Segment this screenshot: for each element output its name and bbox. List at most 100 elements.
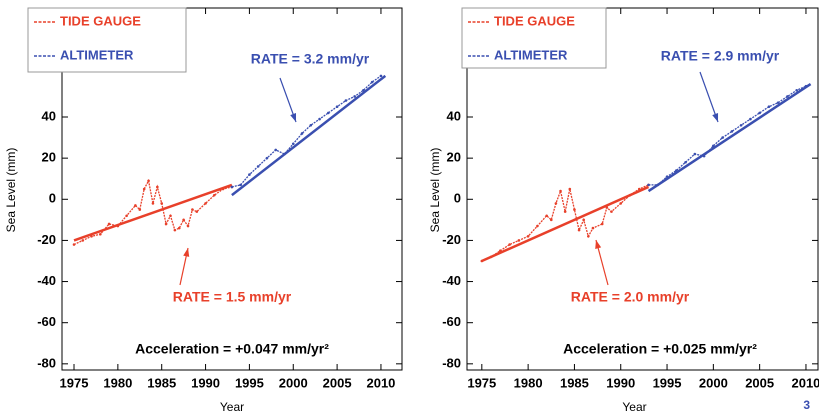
data-point xyxy=(173,228,177,232)
y-axis-label: Sea Level (mm) xyxy=(4,148,18,233)
data-point xyxy=(195,210,199,213)
x-tick-label: 2005 xyxy=(745,375,774,390)
data-point xyxy=(600,222,604,226)
data-point xyxy=(177,226,181,230)
x-tick-label: 1990 xyxy=(606,375,635,390)
annotation-arrow xyxy=(699,71,719,123)
acceleration-annotation: Acceleration = +0.025 mm/yr² xyxy=(563,341,757,357)
data-point xyxy=(160,202,164,205)
data-point xyxy=(107,222,111,226)
data-point xyxy=(182,218,185,222)
page-number: 3 xyxy=(803,398,810,412)
data-point xyxy=(508,243,511,246)
data-point xyxy=(526,235,530,238)
y-tick-label: 40 xyxy=(42,108,56,123)
data-point xyxy=(684,160,687,164)
data-point xyxy=(147,179,150,183)
y-tick-label: -60 xyxy=(442,314,461,329)
legend-box xyxy=(27,7,187,73)
data-point xyxy=(379,74,383,78)
data-point xyxy=(577,228,581,232)
trend-line xyxy=(481,185,650,263)
data-point xyxy=(265,156,269,160)
data-point xyxy=(559,189,562,193)
data-point xyxy=(186,224,190,228)
arrow-head xyxy=(183,248,190,257)
x-tick-label: 2000 xyxy=(279,375,308,390)
data-point xyxy=(610,210,613,213)
legend-label: ALTIMETER xyxy=(60,47,134,62)
y-tick-label: -20 xyxy=(37,232,56,247)
data-point xyxy=(758,111,761,115)
data-point xyxy=(554,202,558,205)
data-point xyxy=(795,88,798,92)
trend-line xyxy=(647,83,812,193)
data-point xyxy=(335,105,339,109)
data-point xyxy=(72,243,76,246)
rate-annotation: RATE = 1.5 mm/yr xyxy=(173,289,292,305)
x-tick-label: 1980 xyxy=(514,375,543,390)
data-point xyxy=(739,123,743,127)
data-point xyxy=(591,226,595,230)
data-point xyxy=(587,235,590,238)
x-tick-label: 2000 xyxy=(699,375,728,390)
data-point xyxy=(81,239,85,242)
data-point xyxy=(256,165,260,168)
trend-line xyxy=(231,74,387,197)
y-tick-label: -80 xyxy=(442,355,461,370)
data-point xyxy=(776,101,780,104)
data-line xyxy=(231,75,382,188)
x-tick-label: 1990 xyxy=(191,375,220,390)
data-point xyxy=(536,224,539,228)
x-tick-label: 1985 xyxy=(147,375,176,390)
y-tick-label: -40 xyxy=(37,273,56,288)
data-point xyxy=(138,208,142,211)
data-point xyxy=(327,111,330,115)
x-tick-label: 1995 xyxy=(653,375,682,390)
legend-label: TIDE GAUGE xyxy=(60,13,141,28)
x-tick-label: 1995 xyxy=(235,375,264,390)
data-point xyxy=(291,142,295,146)
data-point xyxy=(573,208,576,211)
data-point xyxy=(213,193,216,197)
data-point xyxy=(151,202,155,205)
y-tick-label: 20 xyxy=(447,150,461,165)
data-point xyxy=(204,202,207,205)
data-point xyxy=(142,187,146,191)
data-point xyxy=(693,152,697,156)
legend-box xyxy=(461,7,607,69)
data-point xyxy=(545,214,548,218)
data-point xyxy=(134,204,137,207)
acceleration-annotation: Acceleration = +0.047 mm/yr² xyxy=(135,341,329,357)
x-axis-label: Year xyxy=(622,400,646,414)
data-point xyxy=(786,95,789,98)
data-point xyxy=(318,117,321,121)
data-line xyxy=(648,85,807,186)
data-point xyxy=(169,214,172,218)
x-tick-label: 1975 xyxy=(467,375,496,390)
x-tick-label: 2010 xyxy=(366,375,395,390)
data-point xyxy=(721,136,724,139)
x-axis-label: Year xyxy=(220,400,244,414)
y-tick-label: -80 xyxy=(37,355,56,370)
data-point xyxy=(370,80,374,84)
plot-frame xyxy=(466,7,819,371)
arrow-head xyxy=(712,113,719,122)
data-point xyxy=(767,105,771,109)
rate-annotation: RATE = 2.9 mm/yr xyxy=(661,48,780,64)
data-point xyxy=(239,183,242,187)
data-point xyxy=(156,185,159,189)
data-point xyxy=(309,123,313,127)
data-point xyxy=(164,222,168,226)
data-point xyxy=(749,117,752,121)
y-tick-label: 40 xyxy=(447,108,461,123)
x-tick-label: 1980 xyxy=(103,375,132,390)
arrow-head xyxy=(595,240,602,249)
data-point xyxy=(99,232,102,236)
data-point xyxy=(563,210,567,213)
data-point xyxy=(619,202,623,205)
x-tick-label: 1975 xyxy=(60,375,89,390)
legend-label: ALTIMETER xyxy=(494,47,568,62)
y-tick-label: 0 xyxy=(454,191,461,206)
